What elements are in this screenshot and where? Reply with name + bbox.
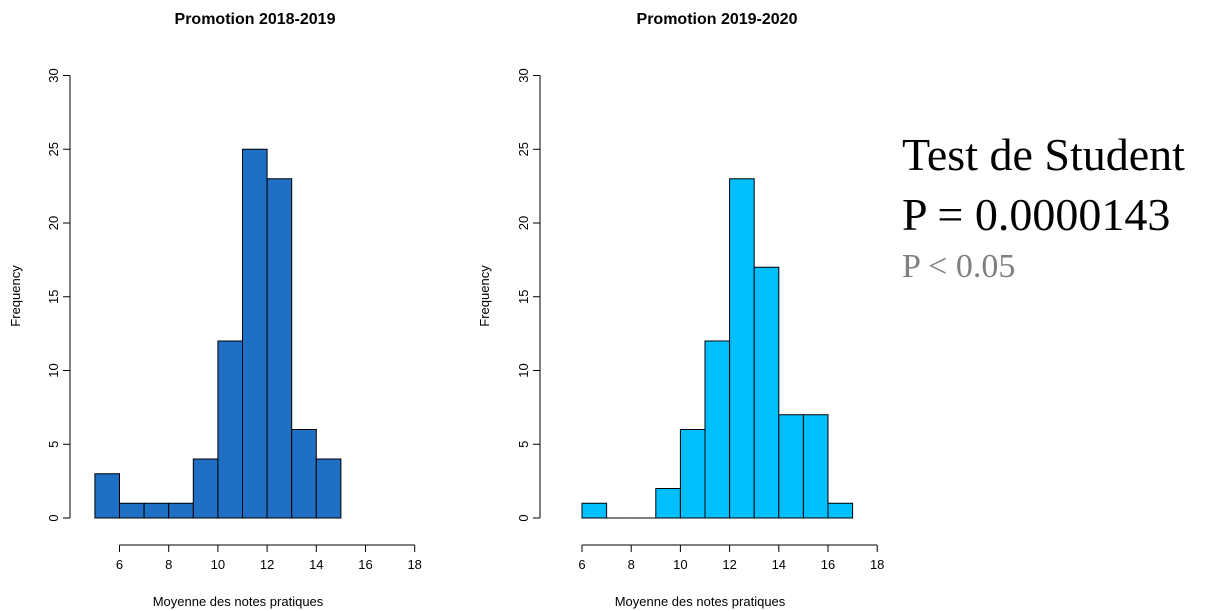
y-tick-label: 20: [46, 216, 61, 230]
x-axis-label: Moyenne des notes pratiques: [153, 594, 324, 609]
histogram-bar: [291, 429, 317, 519]
histogram-bar: [217, 340, 243, 519]
histogram-bar: [119, 502, 145, 519]
histogram-bar: [315, 458, 342, 519]
histogram-bar: [729, 178, 755, 519]
x-tick-label: 6: [116, 557, 123, 572]
histogram-bar: [802, 414, 829, 519]
x-tick-label: 12: [260, 557, 274, 572]
histogram-bar: [581, 502, 608, 519]
histogram-bar: [143, 502, 170, 519]
histogram-bar: [704, 340, 731, 519]
y-tick-label: 20: [516, 216, 531, 230]
y-tick-label: 30: [516, 68, 531, 82]
y-tick-label: 5: [46, 441, 61, 448]
test-name: Test de Student: [902, 129, 1185, 180]
x-tick-label: 10: [673, 557, 687, 572]
y-axis-label: Frequency: [8, 265, 23, 327]
x-axis-label: Moyenne des notes pratiques: [615, 594, 786, 609]
histogram-bar: [778, 414, 804, 519]
histogram-bar: [827, 502, 854, 519]
histogram-bar: [168, 502, 194, 519]
y-tick-label: 25: [516, 142, 531, 156]
x-tick-label: 6: [578, 557, 585, 572]
histogram-bar: [242, 148, 268, 519]
x-tick-label: 12: [722, 557, 736, 572]
significance-threshold: P < 0.05: [902, 248, 1016, 285]
chart-title: Promotion 2019-2020: [637, 11, 798, 28]
x-tick-label: 18: [870, 557, 884, 572]
histogram-bar: [753, 266, 780, 519]
y-tick-label: 30: [46, 68, 61, 82]
x-tick-label: 16: [821, 557, 835, 572]
p-value: P = 0.0000143: [902, 189, 1171, 240]
y-axis-label: Frequency: [477, 265, 492, 327]
y-tick-label: 25: [46, 142, 61, 156]
y-tick-label: 0: [46, 514, 61, 521]
y-tick-label: 15: [516, 290, 531, 304]
y-tick-label: 0: [516, 514, 531, 521]
histogram-bar: [94, 473, 121, 519]
y-tick-label: 15: [46, 290, 61, 304]
y-tick-label: 5: [516, 441, 531, 448]
histogram-bar: [266, 178, 293, 519]
histogram-bar: [192, 458, 219, 519]
y-tick-label: 10: [516, 363, 531, 377]
histogram-bar: [679, 429, 706, 519]
x-tick-label: 10: [211, 557, 225, 572]
chart-title: Promotion 2018-2019: [175, 11, 336, 28]
y-tick-label: 10: [46, 363, 61, 377]
x-tick-label: 14: [772, 557, 786, 572]
x-tick-label: 18: [407, 557, 421, 572]
x-tick-label: 16: [358, 557, 372, 572]
x-tick-label: 14: [309, 557, 323, 572]
x-tick-label: 8: [628, 557, 635, 572]
histogram-bar: [655, 488, 681, 519]
x-tick-label: 8: [165, 557, 172, 572]
